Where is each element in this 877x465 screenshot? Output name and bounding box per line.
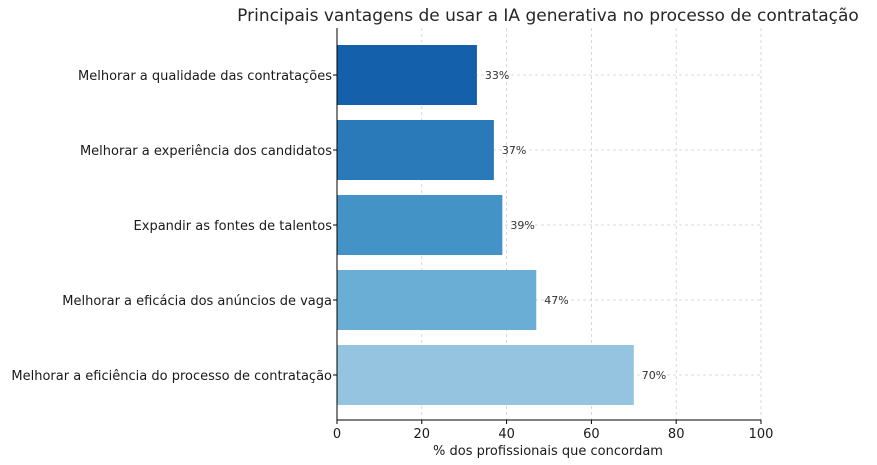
bar (337, 195, 503, 255)
axes: 0 20 40 60 80 100 (333, 28, 774, 442)
bar (337, 345, 634, 405)
bars: 33% 37% 39% 47% 70% (337, 45, 666, 405)
chart-title: Principais vantagens de usar a IA genera… (237, 6, 859, 26)
category-label: Melhorar a qualidade das contratações (78, 69, 332, 84)
x-tick-label: 60 (583, 427, 600, 442)
category-label: Melhorar a eficácia dos anúncios de vaga (62, 294, 332, 309)
data-label: 39% (510, 219, 534, 232)
bar (337, 120, 494, 180)
x-tick-label: 100 (749, 427, 774, 442)
data-label: 70% (642, 369, 666, 382)
category-label: Expandir as fontes de talentos (134, 219, 333, 234)
category-label: Melhorar a eficiência do processo de con… (11, 369, 332, 384)
category-label: Melhorar a experiência dos candidatos (80, 144, 332, 159)
x-tick-label: 40 (498, 427, 515, 442)
data-label: 47% (544, 294, 568, 307)
x-axis-label: % dos profissionais que concordam (433, 444, 663, 459)
x-tick-label: 80 (668, 427, 685, 442)
bar (337, 270, 537, 330)
x-tick-label: 20 (414, 427, 431, 442)
data-label: 37% (502, 144, 526, 157)
data-label: 33% (485, 69, 509, 82)
category-labels: Melhorar a qualidade das contratações Mel… (11, 69, 332, 384)
x-tick-label: 0 (333, 427, 341, 442)
bar (337, 45, 477, 105)
